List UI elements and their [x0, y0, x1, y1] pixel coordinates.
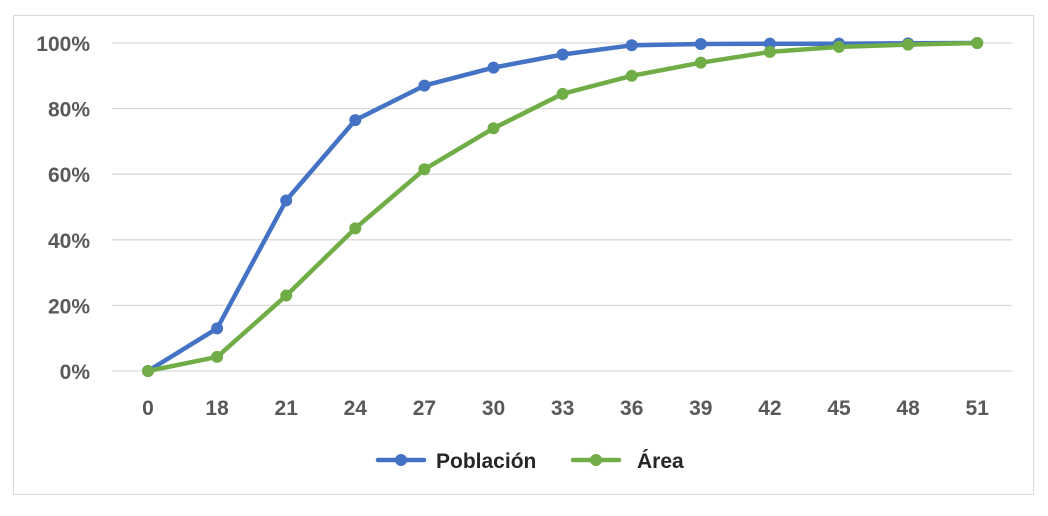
- data-point-series-0: [556, 48, 569, 61]
- legend-marker-0: [395, 454, 407, 466]
- x-tick-label: 48: [896, 397, 920, 420]
- x-tick-label: 39: [689, 397, 712, 420]
- x-tick-label: 45: [827, 397, 851, 420]
- data-point-series-1: [694, 56, 707, 69]
- y-tick-label: 40%: [48, 230, 90, 253]
- data-point-series-1: [971, 37, 984, 49]
- data-point-series-1: [211, 350, 224, 363]
- x-tick-label: 27: [413, 397, 436, 420]
- data-point-series-0: [694, 37, 707, 50]
- x-tick-label: 24: [344, 397, 368, 420]
- data-point-series-1: [763, 45, 776, 58]
- data-point-series-1: [902, 38, 915, 51]
- data-point-series-0: [487, 61, 500, 74]
- data-point-series-0: [349, 114, 362, 127]
- y-tick-label: 60%: [48, 164, 90, 187]
- data-point-series-0: [625, 39, 638, 52]
- x-axis-tick-labels: 0 18 21 24 27 30 33 36 39 42 45 48 51: [142, 397, 989, 420]
- series-points: [142, 37, 984, 377]
- legend-marker-1: [590, 454, 602, 466]
- data-point-series-0: [763, 37, 776, 50]
- data-point-series-0: [418, 79, 431, 92]
- y-tick-label: 80%: [48, 99, 90, 122]
- x-tick-label: 18: [205, 397, 229, 420]
- x-tick-label: 30: [482, 397, 505, 420]
- data-point-series-1: [349, 222, 362, 235]
- y-tick-label: 100%: [36, 33, 90, 56]
- data-point-series-1: [418, 163, 431, 176]
- x-tick-label: 21: [275, 397, 299, 420]
- data-point-series-1: [142, 365, 154, 377]
- data-point-series-1: [833, 40, 845, 53]
- legend-label-0: Población: [436, 450, 536, 473]
- x-tick-label: 0: [142, 397, 154, 420]
- data-point-series-1: [280, 289, 293, 302]
- x-tick-label: 51: [966, 397, 990, 420]
- data-point-series-0: [280, 194, 293, 207]
- y-tick-label: 0%: [60, 361, 91, 384]
- legend-label-1: Área: [637, 450, 684, 473]
- y-tick-label: 20%: [48, 295, 90, 318]
- x-tick-label: 36: [620, 397, 643, 420]
- x-tick-label: 33: [551, 397, 574, 420]
- data-point-series-1: [625, 69, 638, 82]
- y-axis-tick-labels: 0% 20% 40% 60% 80% 100%: [36, 33, 90, 384]
- legend: Población Área: [375, 450, 684, 473]
- x-tick-label: 42: [758, 397, 781, 420]
- chart-frame: [13, 15, 1034, 495]
- data-point-series-1: [487, 122, 500, 135]
- data-point-series-1: [556, 87, 569, 100]
- data-point-series-0: [211, 322, 224, 335]
